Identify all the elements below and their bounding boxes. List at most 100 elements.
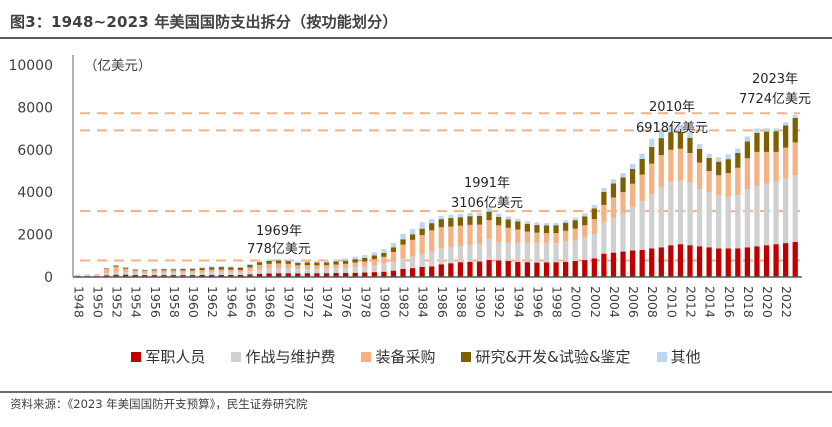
- bar-segment: [524, 231, 530, 243]
- bar-segment: [486, 239, 492, 261]
- bar-segment: [304, 265, 310, 269]
- bar-segment: [419, 222, 425, 229]
- bar-segment: [677, 125, 684, 132]
- bar-segment: [601, 191, 607, 205]
- bar-segment: [754, 185, 760, 247]
- bar-segment: [505, 260, 511, 277]
- bar-segment: [438, 219, 444, 228]
- bar-segment: [505, 216, 511, 220]
- bar-segment: [256, 273, 263, 277]
- bar-segment: [285, 263, 291, 269]
- bar-segment: [496, 213, 502, 217]
- bar-segment: [658, 186, 664, 248]
- bar-segment: [553, 225, 559, 234]
- legend-swatch: [656, 351, 667, 362]
- y-axis: 0 2000 4000 6000 8000 10000: [8, 55, 74, 286]
- bar-segment: [486, 260, 492, 277]
- bar-segment: [448, 214, 454, 219]
- bar-segment: [237, 270, 244, 273]
- bar-segment: [658, 130, 664, 139]
- bar-segment: [180, 268, 186, 271]
- bar-segment: [228, 269, 234, 273]
- bar-segment: [486, 211, 492, 221]
- bar-segment: [314, 260, 320, 263]
- bar-segment: [381, 249, 387, 253]
- title-rule: [0, 37, 832, 39]
- bar-segment: [390, 251, 397, 262]
- bar-segment: [419, 266, 425, 277]
- bar-segment: [209, 269, 215, 273]
- bar-segment: [582, 260, 588, 277]
- bar-segment: [314, 265, 320, 269]
- bar-segment: [247, 264, 253, 268]
- bar-segment: [304, 273, 310, 277]
- bar-segment: [170, 269, 177, 271]
- bar-segment: [582, 225, 588, 238]
- x-tick-label: 1992: [492, 286, 507, 318]
- bar-segment: [247, 271, 253, 275]
- bar-segment: [218, 272, 224, 275]
- bar-segment: [409, 268, 416, 277]
- x-tick-label: 2014: [703, 286, 718, 318]
- bar-segment: [448, 247, 454, 264]
- bar-segment: [649, 163, 655, 195]
- bar-segment: [400, 239, 406, 245]
- annotation-year: 2023年: [752, 72, 798, 87]
- x-axis: 1948 1950 1952 1954 1956 1958 1960 1962 1964 1966…: [71, 276, 802, 318]
- bar-segment: [180, 272, 186, 276]
- bar-segment: [237, 267, 244, 270]
- bar-segment: [400, 268, 406, 277]
- x-tick-label: 1968: [263, 286, 278, 318]
- bar-segment: [725, 159, 731, 174]
- bar-segment: [333, 272, 339, 277]
- x-tick-label: 1966: [243, 286, 258, 318]
- bar-segment: [476, 215, 483, 225]
- bar-segment: [649, 248, 655, 277]
- bar-segment: [457, 217, 464, 226]
- bar-segment: [467, 224, 473, 246]
- bar-segment: [543, 233, 550, 243]
- x-tick-label: 2010: [664, 286, 679, 318]
- bar-segment: [716, 161, 722, 176]
- bar-segment: [754, 246, 760, 277]
- bar-segment: [247, 263, 253, 265]
- bar-segment: [543, 225, 550, 234]
- bar-segment: [390, 261, 397, 271]
- bar-segment: [792, 118, 798, 143]
- bar-segment: [620, 177, 626, 193]
- bar-segment: [563, 230, 569, 242]
- bar-segment: [639, 153, 645, 159]
- bar-segment: [783, 243, 789, 277]
- bar-segment: [438, 264, 444, 277]
- bar-segment: [773, 131, 779, 152]
- bar-segment: [591, 219, 597, 234]
- annotation-value: 6918亿美元: [636, 121, 708, 136]
- bar-segment: [601, 187, 607, 192]
- bar-segment: [333, 268, 339, 273]
- bar-segment: [285, 259, 291, 262]
- bar-segment: [658, 155, 664, 187]
- bar-segment: [247, 274, 253, 277]
- bar-segment: [429, 251, 435, 267]
- bar-segment: [563, 241, 569, 262]
- bar-segment: [735, 248, 741, 277]
- bar-segment: [543, 242, 550, 263]
- x-tick-label: 1972: [301, 286, 316, 318]
- bar-segment: [716, 157, 722, 162]
- bar-segment: [610, 197, 617, 218]
- bar-segment: [591, 208, 597, 220]
- bar-segment: [524, 221, 530, 224]
- bar-segment: [142, 269, 148, 271]
- bar-segment: [677, 131, 684, 149]
- bar-segment: [754, 151, 760, 186]
- x-tick-label: 1980: [377, 286, 392, 318]
- bar-segment: [677, 180, 684, 245]
- bar-segment: [496, 260, 502, 277]
- y-tick-label: 10000: [8, 58, 53, 74]
- bar-segment: [409, 229, 416, 235]
- bar-segment: [314, 268, 320, 274]
- bar-segment: [457, 225, 464, 247]
- x-tick-label: 1960: [186, 286, 201, 318]
- bar-segment: [429, 266, 435, 277]
- legend-label: 装备采购: [375, 348, 436, 366]
